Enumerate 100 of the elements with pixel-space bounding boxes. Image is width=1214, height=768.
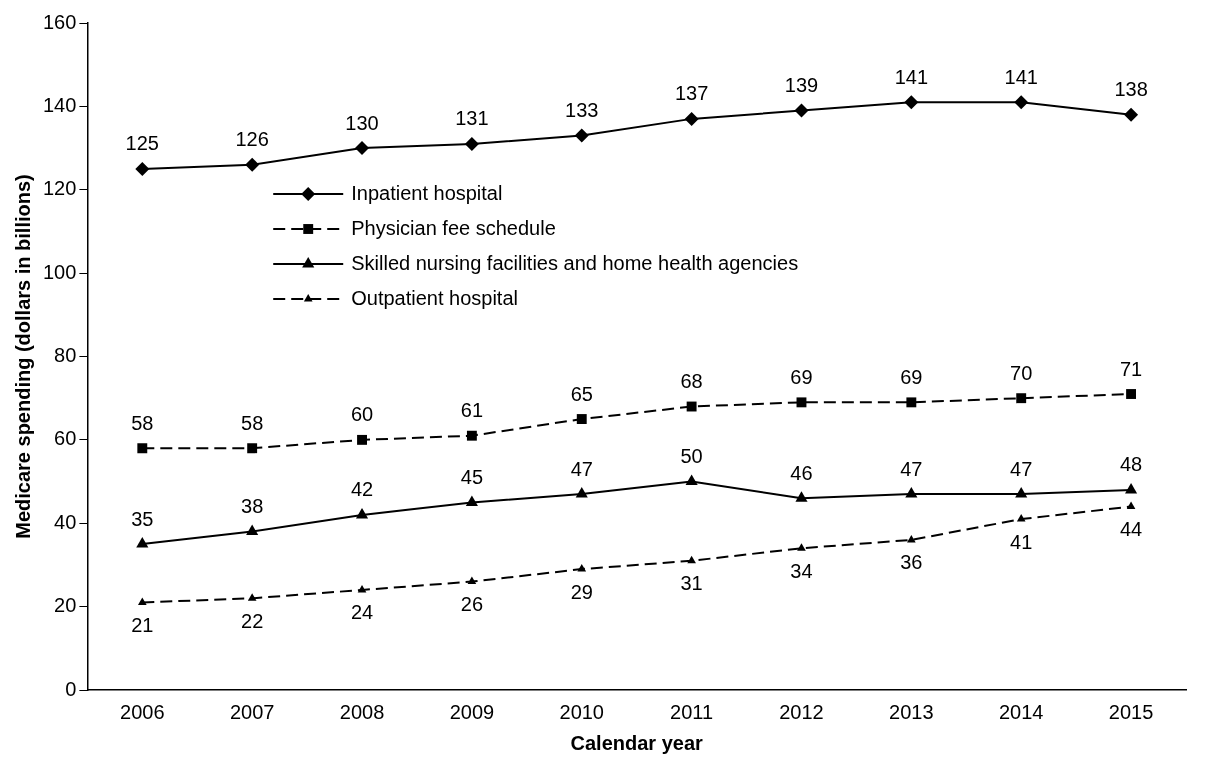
point [247, 593, 257, 601]
y-axis-title: Medicare spending (dollars in billions) [11, 174, 34, 539]
data-label: 44 [1119, 518, 1143, 541]
point [687, 555, 696, 564]
y-tick-label: 80 [54, 344, 77, 367]
point [247, 443, 258, 454]
point [796, 397, 807, 408]
data-label: 60 [350, 403, 374, 426]
point [467, 576, 477, 585]
x-axis-title: Calendar year [570, 731, 704, 754]
point [1125, 482, 1138, 494]
point [355, 141, 370, 156]
legend-label: Skilled nursing facilities and home health agencies [351, 251, 799, 274]
legend-label: Inpatient hospital [351, 181, 503, 204]
data-label: 61 [460, 399, 484, 422]
data-label: 141 [1004, 65, 1038, 88]
y-tick-label: 120 [42, 177, 77, 200]
y-tick-label: 0 [65, 677, 77, 700]
y-tick-label: 40 [54, 510, 77, 533]
data-label: 41 [1010, 530, 1033, 553]
point [576, 414, 587, 424]
point [464, 136, 479, 151]
point [1016, 514, 1026, 522]
point [904, 95, 919, 110]
data-label: 21 [131, 613, 154, 636]
data-label: 131 [455, 107, 489, 130]
point [685, 474, 698, 486]
legend-label: Physician fee schedule [351, 216, 556, 239]
point [794, 103, 809, 118]
data-label: 58 [131, 411, 154, 434]
point [575, 487, 588, 498]
data-label: 35 [131, 507, 154, 530]
data-label: 125 [125, 132, 159, 155]
point [246, 524, 259, 536]
point [686, 401, 697, 412]
point [1016, 393, 1027, 404]
data-label: 48 [1119, 453, 1143, 476]
point [905, 487, 918, 498]
data-label: 141 [894, 65, 929, 88]
y-tick-label: 60 [54, 427, 77, 450]
point [684, 111, 699, 126]
x-tick-label: 2007 [229, 700, 275, 723]
data-label: 42 [350, 478, 374, 501]
data-label: 29 [570, 580, 593, 603]
point [1015, 487, 1028, 498]
x-tick-label: 2009 [449, 700, 495, 723]
data-label: 36 [900, 551, 923, 574]
point [357, 434, 367, 445]
data-label: 47 [1010, 457, 1033, 480]
point [574, 128, 589, 143]
data-label: 137 [674, 82, 709, 105]
point [466, 430, 477, 441]
data-label: 47 [900, 457, 923, 480]
x-tick-label: 2013 [889, 700, 934, 723]
point [135, 161, 150, 176]
data-label: 45 [460, 465, 484, 488]
legend-label: Outpatient hospital [351, 286, 518, 309]
point [1126, 389, 1137, 399]
y-tick-label: 140 [42, 93, 77, 116]
point [465, 495, 478, 506]
point [795, 491, 808, 502]
point [797, 543, 806, 551]
x-tick-label: 2014 [998, 700, 1044, 723]
point [906, 397, 917, 408]
y-tick-label: 20 [54, 594, 77, 617]
point [1126, 501, 1136, 510]
point [245, 157, 260, 172]
data-label: 58 [241, 411, 264, 434]
data-label: 26 [460, 593, 484, 616]
data-label: 69 [790, 365, 813, 388]
data-label: 138 [1114, 78, 1148, 101]
x-tick-label: 2006 [120, 700, 165, 723]
x-tick-label: 2011 [670, 700, 714, 723]
point [137, 443, 148, 454]
point [907, 534, 916, 543]
point [355, 507, 369, 519]
point [1014, 95, 1029, 110]
x-tick-label: 2015 [1108, 700, 1154, 723]
data-label: 133 [565, 99, 599, 122]
data-label: 38 [241, 495, 264, 518]
data-label: 69 [900, 365, 923, 388]
y-tick-label: 100 [42, 260, 77, 283]
data-label: 70 [1010, 361, 1033, 384]
point [137, 597, 147, 605]
data-label: 31 [680, 572, 703, 595]
data-label: 22 [241, 609, 264, 632]
data-label: 34 [790, 559, 813, 582]
data-label: 139 [784, 74, 819, 97]
data-label: 71 [1119, 357, 1143, 380]
data-label: 126 [235, 128, 269, 151]
data-label: 50 [680, 445, 703, 468]
data-label: 68 [680, 370, 703, 393]
x-tick-label: 2012 [779, 700, 824, 723]
data-label: 130 [345, 111, 379, 134]
point [136, 537, 149, 548]
data-label: 65 [570, 382, 593, 405]
data-label: 24 [350, 601, 374, 624]
point [577, 564, 587, 572]
point [1124, 107, 1139, 122]
data-label: 47 [570, 457, 593, 480]
